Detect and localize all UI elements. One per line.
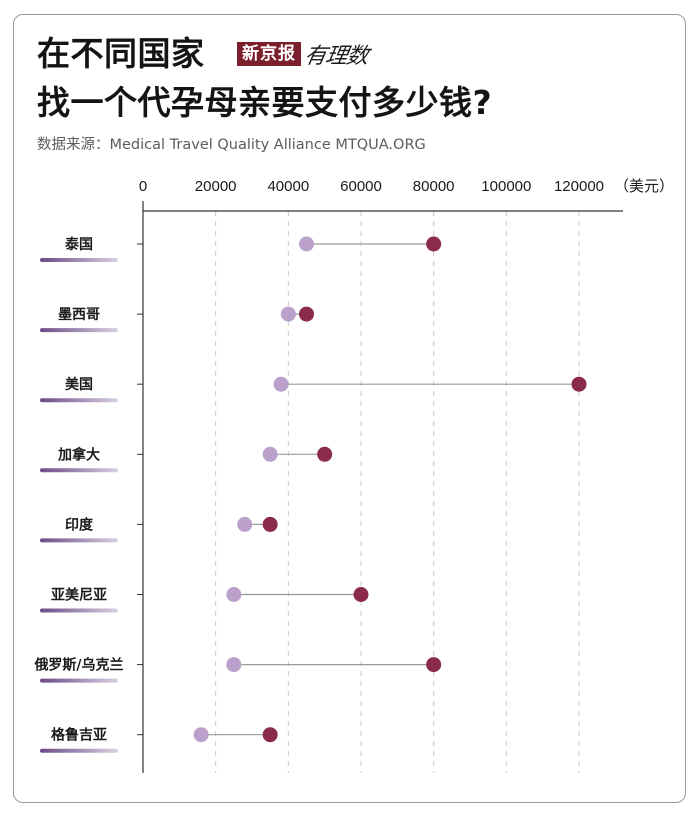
x-tick-label: 100000 [481, 178, 531, 195]
category-underline [40, 398, 118, 403]
category-label: 格鲁吉亚 [51, 727, 107, 744]
high-cost-point [317, 446, 333, 462]
low-cost-point [226, 657, 242, 673]
low-cost-point [299, 236, 314, 252]
category-label: 亚美尼亚 [51, 587, 107, 604]
data-source: 数据来源：Medical Travel Quality Alliance MTQ… [37, 137, 426, 153]
x-tick-label: 80000 [413, 178, 455, 195]
high-cost-point [353, 587, 369, 602]
low-cost-point [237, 516, 253, 532]
category-label: 加拿大 [57, 446, 100, 463]
category-label: 墨西哥 [58, 307, 100, 323]
low-cost-point [193, 727, 209, 743]
category-label: 俄罗斯/乌克兰 [33, 657, 123, 674]
x-tick-label: 20000 [195, 178, 237, 195]
category-underline [40, 678, 118, 683]
low-cost-point [273, 376, 289, 392]
category-underline [40, 608, 118, 613]
high-cost-point [571, 376, 587, 392]
data-marks [193, 236, 587, 743]
title-line-2: 找一个代孕母亲要支付多少钱? [37, 83, 493, 122]
x-tick-label: 40000 [267, 178, 309, 195]
high-cost-point [262, 727, 278, 743]
category-underline [40, 468, 118, 473]
title-line-1: 在不同国家 [37, 34, 205, 73]
high-cost-point [426, 236, 442, 252]
x-tick-labels: 0 20000 40000 60000 80000 100000 120000 （美元） [139, 178, 674, 195]
x-unit-label: （美元） [614, 178, 674, 195]
x-tick-label: 0 [139, 178, 147, 195]
high-cost-point [299, 306, 314, 322]
high-cost-point [262, 516, 278, 532]
category-underline [40, 328, 118, 333]
category-underline [40, 538, 118, 543]
x-tick-label: 120000 [554, 178, 604, 195]
grid-lines [215, 211, 580, 773]
high-cost-point [426, 657, 442, 673]
low-cost-point [280, 306, 296, 322]
chart-card [13, 14, 686, 803]
low-cost-point [226, 587, 242, 602]
x-tick-label: 60000 [340, 178, 382, 195]
brand-logo: 新京报 有理数 [237, 38, 370, 70]
category-underline [40, 748, 118, 753]
axes [137, 201, 623, 773]
category-label: 印度 [65, 516, 94, 533]
brand-name: 新京报 [237, 41, 301, 67]
low-cost-point [262, 446, 278, 462]
category-underline [40, 258, 118, 262]
category-label: 美国 [65, 376, 93, 393]
category-label: 泰国 [64, 236, 93, 253]
